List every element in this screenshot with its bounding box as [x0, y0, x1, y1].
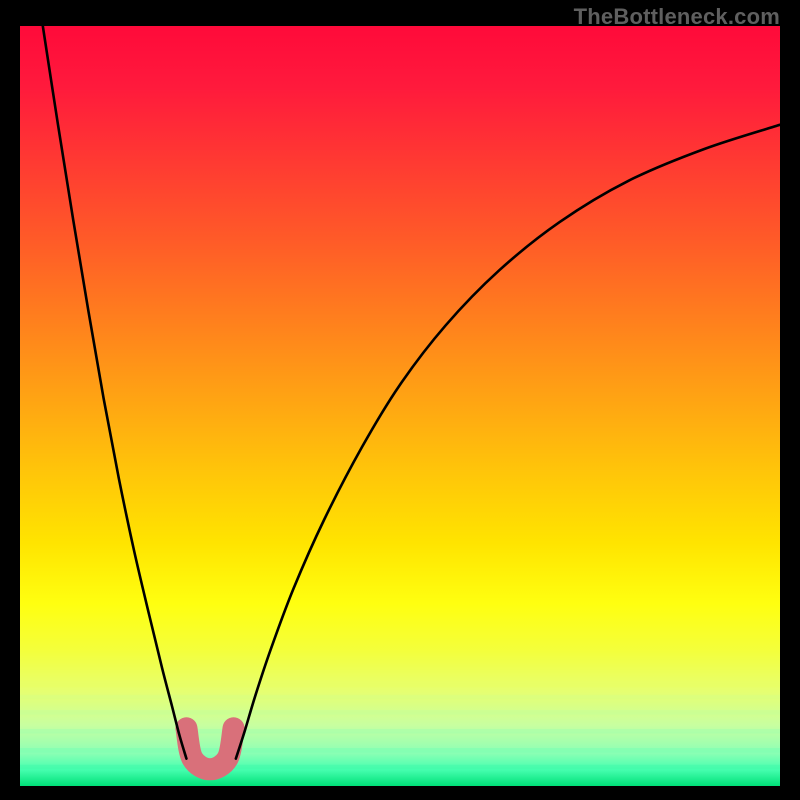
bottleneck-curve-right: [236, 125, 780, 759]
watermark-text: TheBottleneck.com: [574, 4, 780, 30]
optimal-marker: [186, 728, 233, 769]
plot-area: [20, 26, 780, 786]
bottleneck-curve-left: [43, 26, 187, 759]
curve-overlay: [20, 26, 780, 786]
